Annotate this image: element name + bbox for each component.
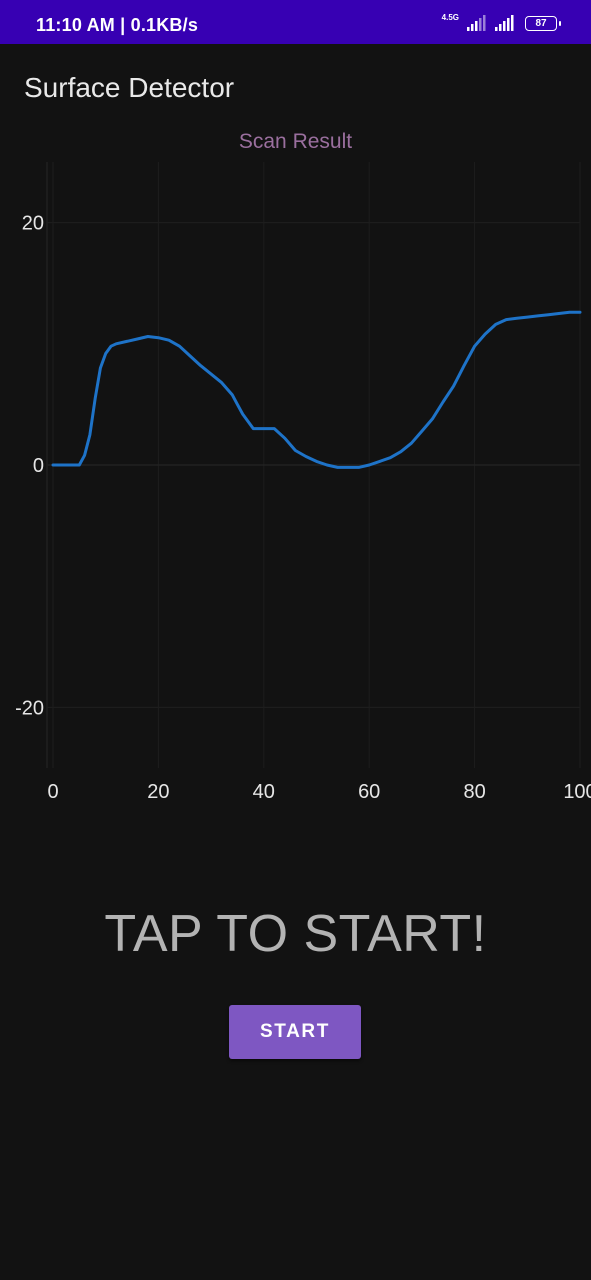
chart-grid: [47, 162, 581, 768]
y-tick-label: -20: [15, 697, 44, 719]
x-tick-label: 100: [563, 781, 591, 803]
battery-level: 87: [535, 17, 547, 29]
x-tick-label: 80: [463, 781, 485, 803]
scan-result-line: [51, 310, 582, 469]
tap-to-start-prompt: TAP TO START!: [104, 905, 487, 963]
signal-icon: [495, 15, 514, 31]
scan-result-chart: 0 20 40 60 80 100 20 0 -20: [15, 162, 591, 803]
chart-tick-labels: 0 20 40 60 80 100 20 0 -20: [15, 213, 591, 803]
battery-icon: 87: [525, 15, 561, 31]
status-time: 11:10 AM | 0.1KB/s: [36, 15, 199, 35]
x-tick-label: 20: [147, 781, 169, 803]
start-button[interactable]: START: [229, 1005, 361, 1059]
x-tick-label: 60: [358, 781, 380, 803]
status-bar: 11:10 AM | 0.1KB/s 4.5G 87: [0, 0, 591, 44]
app-title: Surface Detector: [24, 72, 235, 103]
chart-title: Scan Result: [238, 130, 353, 153]
x-tick-label: 0: [47, 781, 58, 803]
y-tick-label: 0: [33, 455, 44, 477]
signal-icon: [467, 15, 486, 31]
chart-series: [51, 310, 582, 469]
y-tick-label: 20: [22, 213, 44, 235]
status-icons: 4.5G 87: [441, 12, 561, 34]
network-type-label: 4.5G: [441, 12, 459, 22]
x-tick-label: 40: [253, 781, 275, 803]
